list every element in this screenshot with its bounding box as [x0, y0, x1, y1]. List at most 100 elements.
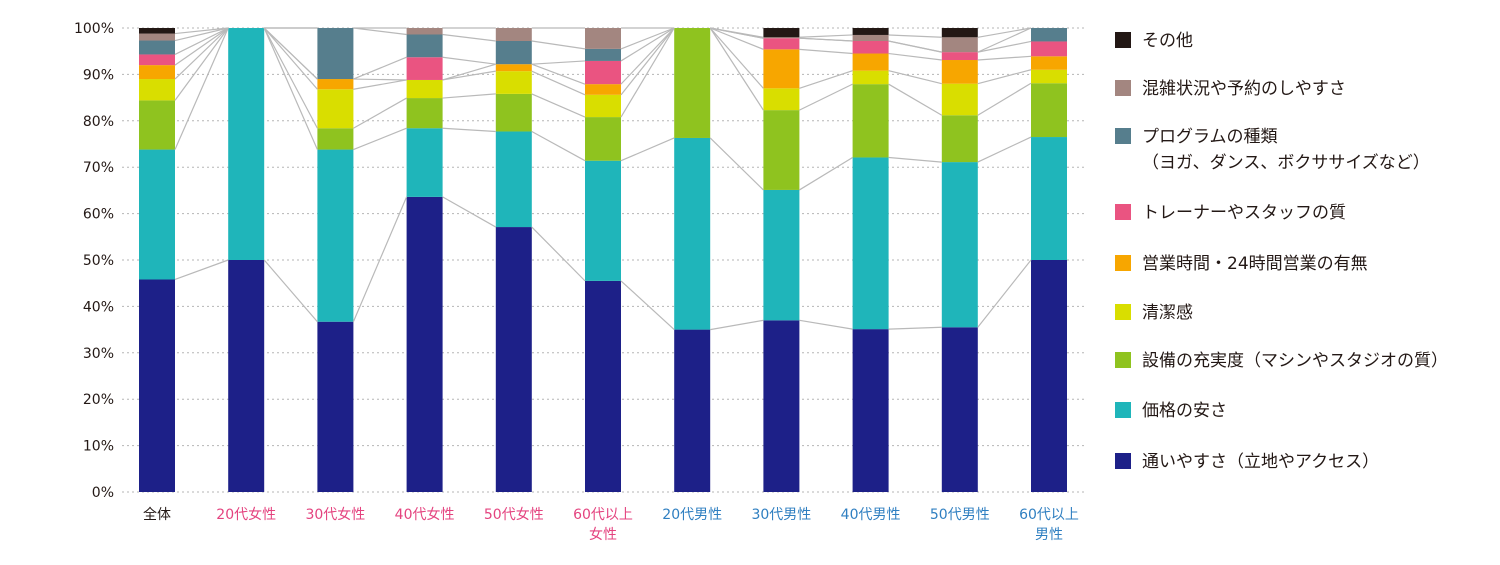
- connector-line: [888, 326, 942, 330]
- connector-line: [263, 27, 318, 80]
- connector-line: [174, 27, 229, 35]
- legend-swatch: [1115, 80, 1131, 96]
- bar-segment: [852, 84, 889, 158]
- bar-segment: [317, 89, 354, 129]
- bar-segment: [406, 79, 443, 99]
- connector-line: [799, 319, 853, 330]
- bar-segment: [1031, 28, 1067, 42]
- bar-segment: [763, 110, 800, 190]
- connector-line: [709, 27, 764, 50]
- legend-swatch: [1115, 255, 1131, 271]
- legend-label: 通いやすさ（立地やアクセス）: [1142, 452, 1379, 472]
- legend-label: （ヨガ、ダンス、ボクササイズなど）: [1142, 153, 1430, 173]
- connector-line: [174, 27, 229, 42]
- bar-segment: [763, 88, 800, 111]
- connector-line: [174, 27, 229, 55]
- connector-line: [888, 83, 943, 116]
- connector-line: [709, 137, 764, 191]
- bar-segment: [941, 162, 978, 328]
- y-axis-ticks: 0% 10% 20% 30% 40% 50% 60% 70% 80% 90% 100%: [74, 21, 114, 501]
- bar-segment: [317, 149, 354, 322]
- bar-segment: [763, 37, 800, 39]
- bar-segment: [139, 149, 175, 280]
- connector-line: [977, 136, 1032, 163]
- bar-segment: [317, 79, 354, 90]
- bar-segment: [1031, 69, 1067, 84]
- legend-label: 清潔感: [1142, 303, 1193, 323]
- connector-line: [709, 27, 764, 111]
- legend-swatch: [1115, 453, 1131, 469]
- bar-segment: [406, 98, 443, 129]
- x-tick-label: 50代男性: [930, 507, 990, 523]
- y-tick-label: 50%: [83, 253, 114, 269]
- connector-line: [353, 56, 407, 80]
- connector-line: [531, 40, 586, 50]
- x-tick-label: 50代女性: [484, 506, 544, 523]
- bar-segment: [495, 40, 532, 65]
- connector-line: [977, 69, 1032, 85]
- bar-segment: [139, 79, 175, 101]
- bar-segment: [139, 28, 175, 34]
- y-tick-label: 100%: [74, 21, 114, 37]
- y-tick-label: 80%: [83, 114, 114, 130]
- bar-segment: [852, 28, 889, 35]
- connector-line: [620, 27, 675, 85]
- bar-segment: [406, 28, 443, 35]
- connector-line: [263, 259, 318, 323]
- connector-line: [531, 63, 586, 85]
- x-tick-label: 60代以上: [1019, 507, 1079, 523]
- legend-swatch: [1115, 352, 1131, 368]
- legend-label: 営業時間・24時間営業の有無: [1142, 254, 1368, 274]
- bar-segment: [941, 115, 978, 163]
- connector-line: [531, 60, 586, 65]
- legend-swatch: [1115, 304, 1131, 320]
- bar-segment: [585, 60, 621, 85]
- connector-line: [442, 93, 496, 99]
- connector-line: [799, 34, 853, 38]
- bar-segment: [674, 28, 711, 138]
- x-tick-label: 30代女性: [305, 506, 365, 523]
- y-tick-label: 20%: [83, 392, 114, 408]
- connector-line: [442, 127, 496, 133]
- connector-line: [353, 97, 407, 129]
- connector-line: [977, 259, 1032, 328]
- legend-swatch: [1115, 128, 1131, 144]
- connector-line: [174, 27, 229, 80]
- bar-segment: [852, 53, 889, 71]
- connector-line: [710, 319, 764, 331]
- connector-line: [531, 70, 586, 96]
- bar-segment: [1031, 260, 1067, 492]
- y-tick-label: 30%: [83, 346, 114, 362]
- y-tick-label: 60%: [83, 207, 114, 223]
- x-tick-label: 20代女性: [216, 506, 276, 523]
- bar-segment: [763, 28, 800, 38]
- bar-segment: [139, 54, 175, 66]
- bar-segment: [1031, 83, 1067, 138]
- x-tick-label: 男性: [1035, 527, 1063, 543]
- connector-line: [442, 70, 496, 81]
- connector-line: [799, 156, 853, 191]
- bars: [139, 28, 1067, 492]
- bar-segment: [406, 57, 443, 80]
- connector-line: [888, 40, 942, 53]
- bar-segment: [495, 64, 532, 72]
- connector-line: [263, 27, 318, 150]
- y-tick-label: 40%: [83, 299, 114, 315]
- connector-line: [174, 27, 229, 101]
- x-tick-label: 20代男性: [662, 507, 722, 523]
- bar-segment: [585, 280, 621, 492]
- connector-line: [620, 27, 675, 118]
- bar-segment: [674, 137, 711, 330]
- connector-line: [620, 137, 675, 162]
- connector-line: [888, 70, 942, 85]
- y-tick-label: 70%: [83, 160, 114, 176]
- bar-segment: [585, 84, 621, 95]
- connector-line: [353, 27, 407, 36]
- connector-line: [620, 27, 675, 50]
- bar-segment: [852, 40, 889, 54]
- legend-label: プログラムの種類: [1142, 127, 1278, 147]
- connector-line: [531, 226, 586, 282]
